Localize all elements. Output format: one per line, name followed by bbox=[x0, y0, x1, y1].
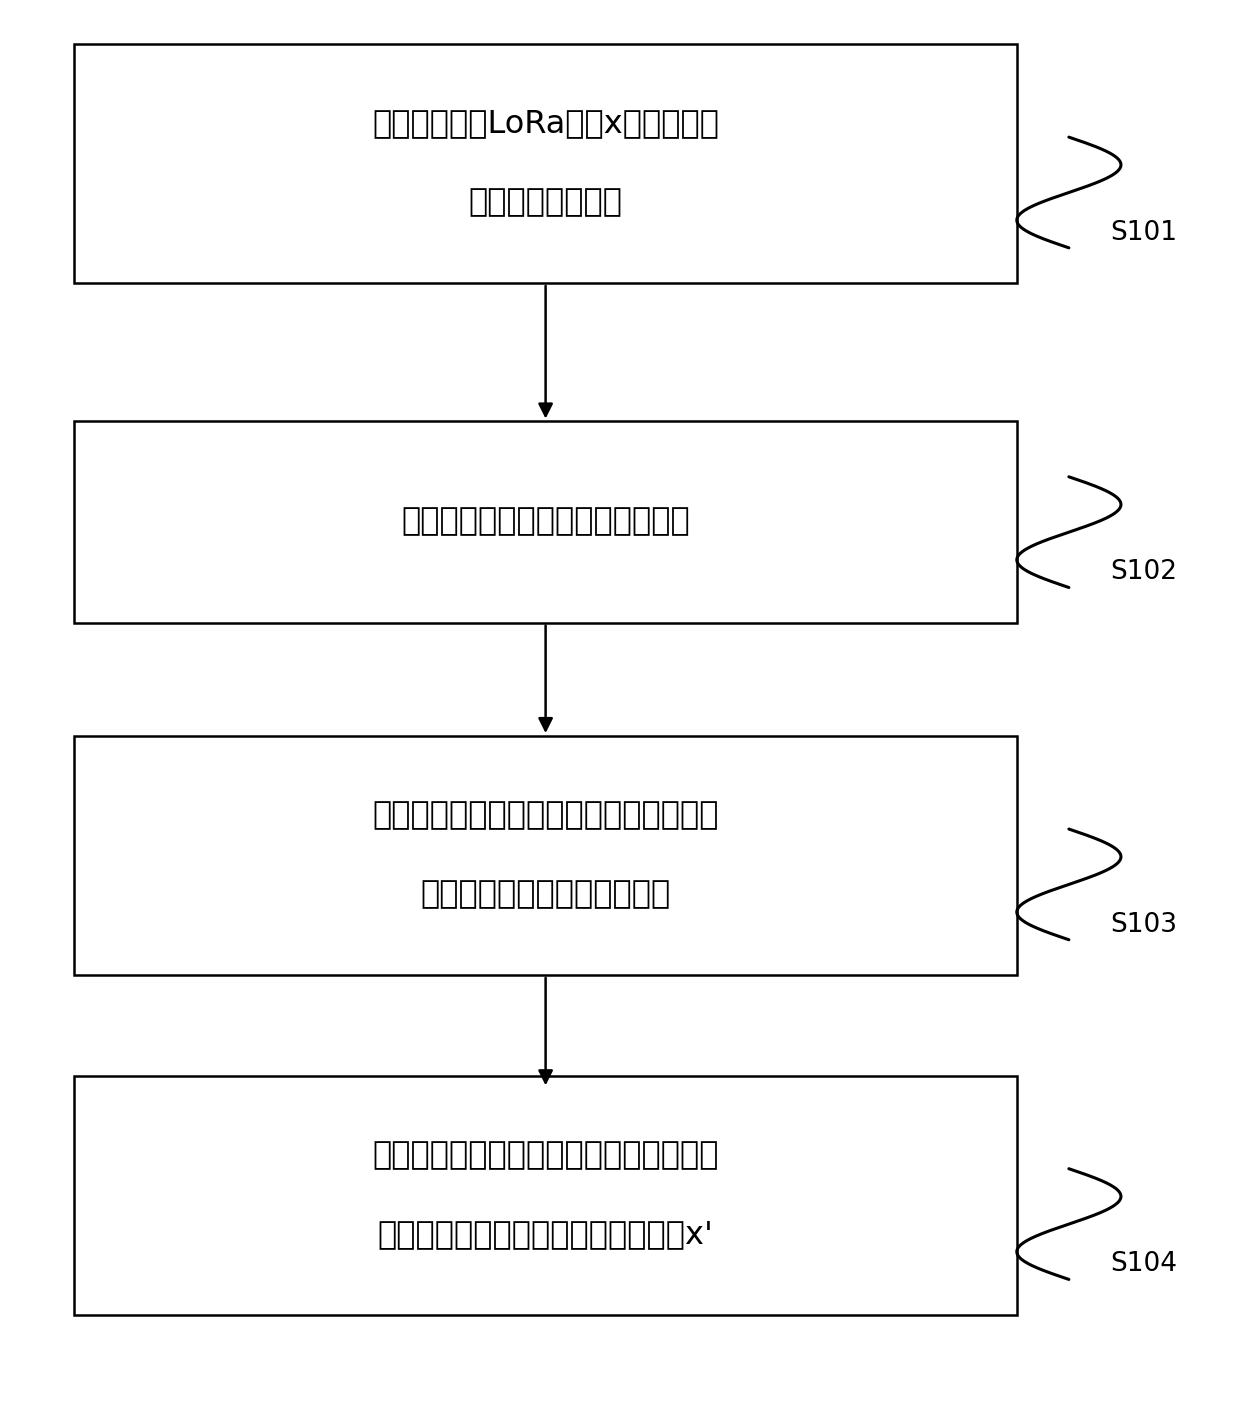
Text: 对所要传输的LoRa信号x进行调制以: 对所要传输的LoRa信号x进行调制以 bbox=[372, 108, 719, 139]
Text: 得到调制后的信号: 得到调制后的信号 bbox=[469, 187, 622, 218]
Text: 在编码后的信号中加入噪声，并将加入噪: 在编码后的信号中加入噪声，并将加入噪 bbox=[372, 800, 719, 831]
Bar bbox=[74, 1075, 1017, 1315]
Text: 接收端对接收到的信号进行解码，并对解: 接收端对接收到的信号进行解码，并对解 bbox=[372, 1140, 719, 1171]
Text: S103: S103 bbox=[1110, 912, 1177, 937]
Bar bbox=[74, 44, 1017, 283]
Bar bbox=[74, 421, 1017, 623]
Text: 对调制后的信号进行空时分组编码: 对调制后的信号进行空时分组编码 bbox=[402, 507, 689, 538]
Bar bbox=[74, 735, 1017, 975]
Text: S101: S101 bbox=[1110, 220, 1177, 245]
Text: 码后的信号进行解调以获得接收信号x': 码后的信号进行解调以获得接收信号x' bbox=[378, 1219, 713, 1250]
Text: S104: S104 bbox=[1110, 1251, 1177, 1278]
Text: S102: S102 bbox=[1110, 559, 1177, 585]
Text: 声后的信号在瑞利信道上传输: 声后的信号在瑞利信道上传输 bbox=[420, 879, 671, 910]
